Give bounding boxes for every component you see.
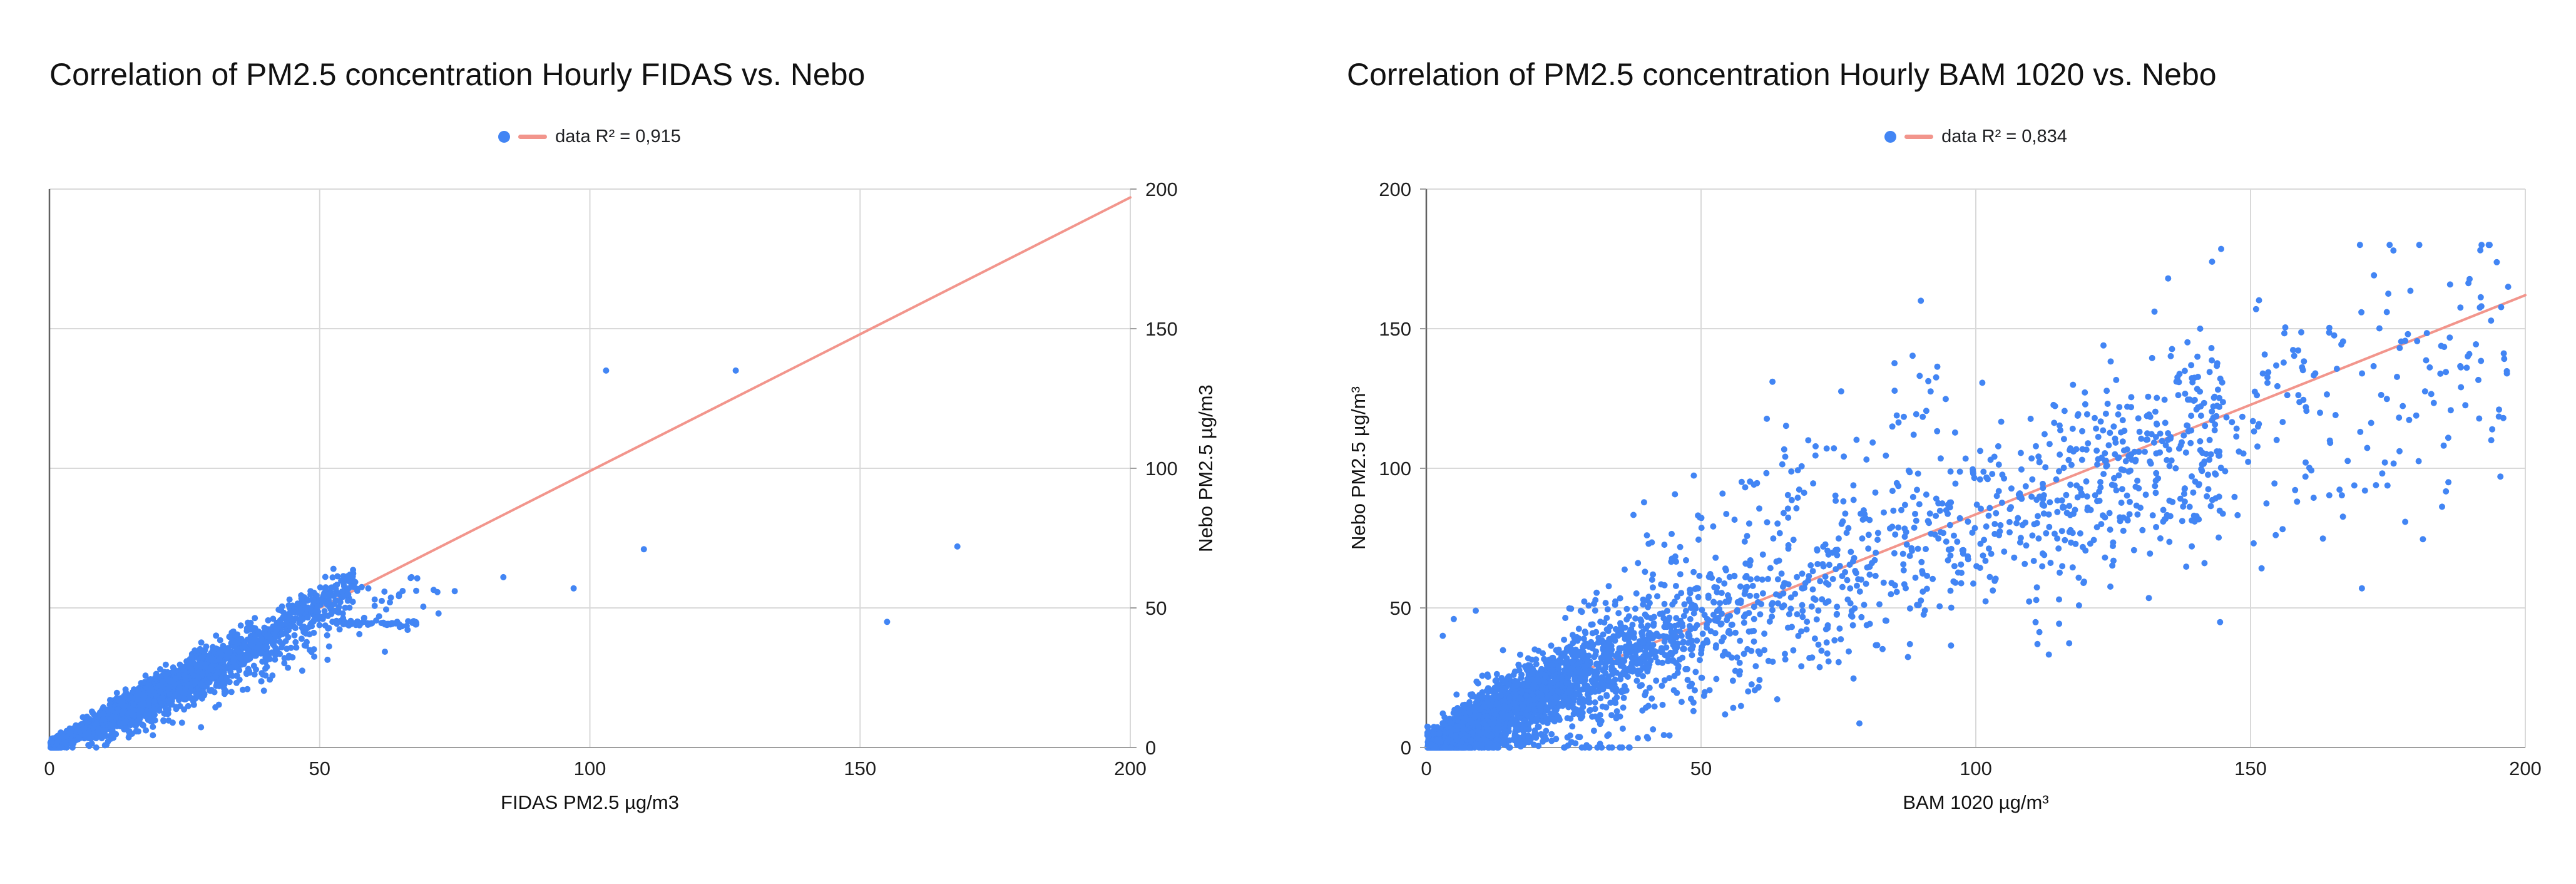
chart-title: Correlation of PM2.5 concentration Hourl… xyxy=(49,57,866,92)
svg-text:200: 200 xyxy=(1114,758,1147,779)
x-axis-title: FIDAS PM2.5 µg/m3 xyxy=(501,791,679,813)
chart-legend: data R² = 0,915 xyxy=(433,124,746,149)
legend-trendline-icon xyxy=(518,134,548,139)
legend-label: data R² = 0,915 xyxy=(555,126,681,146)
y-axis-title: Nebo PM2.5 µg/m³ xyxy=(1347,386,1369,550)
legend-series-dot-icon xyxy=(1884,130,1897,143)
svg-text:0: 0 xyxy=(44,758,54,779)
svg-text:0: 0 xyxy=(1145,737,1156,759)
chart-fidas-vs-nebo: Correlation of PM2.5 concentration Hourl… xyxy=(44,57,1217,813)
svg-text:150: 150 xyxy=(844,758,876,779)
svg-text:150: 150 xyxy=(1145,318,1178,340)
svg-text:50: 50 xyxy=(1145,597,1167,619)
svg-text:100: 100 xyxy=(1145,458,1178,480)
legend-label: data R² = 0,834 xyxy=(1941,126,2067,146)
legend-series-dot-icon xyxy=(498,130,511,143)
svg-text:100: 100 xyxy=(574,758,606,779)
chart-title: Correlation of PM2.5 concentration Hourl… xyxy=(1347,57,2217,92)
legend-trendline-icon xyxy=(1904,134,1934,139)
x-axis-title: BAM 1020 µg/m³ xyxy=(1903,791,2049,813)
svg-text:50: 50 xyxy=(309,758,330,779)
svg-text:200: 200 xyxy=(1145,178,1178,200)
chart-legend: data R² = 0,834 xyxy=(1819,124,2132,149)
chart-bam1020-vs-nebo: Correlation of PM2.5 concentration Hourl… xyxy=(1288,0,2576,884)
y-axis-title: Nebo PM2.5 µg/m3 xyxy=(1195,384,1217,552)
